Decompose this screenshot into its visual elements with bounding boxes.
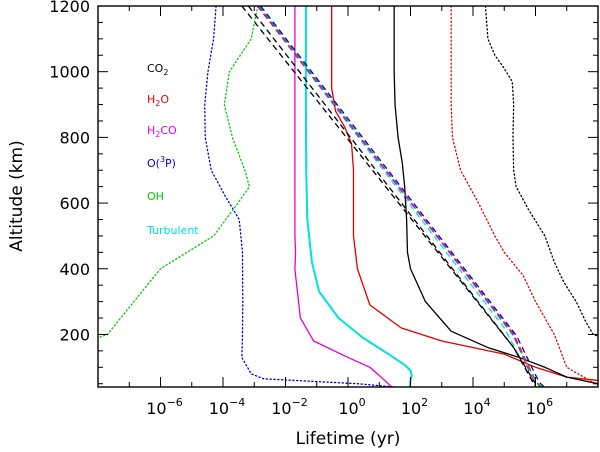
x-tick-mantissa: 10 [271, 399, 291, 418]
series-co2-dotted [484, 6, 598, 337]
x-tick-exponent: −2 [292, 396, 308, 409]
x-tick-label: 10−4 [209, 396, 246, 418]
x-tick-mantissa: 10 [401, 399, 421, 418]
x-axis-title: Lifetime (yr) [296, 429, 401, 449]
series-co2-dashed [241, 6, 537, 387]
x-tick-label: 106 [526, 396, 553, 418]
series-co2 [393, 6, 598, 385]
series-turbulent-diffusion-dashed [257, 6, 537, 387]
x-tick-label: 100 [338, 396, 365, 418]
legend-item-h2o: H2O [147, 93, 169, 108]
legend: CO2 H2O H2CO O(3P) OH Turbulent [146, 62, 199, 237]
legend-item-co2: CO2 [147, 62, 168, 77]
series-oh [98, 6, 259, 339]
series-h2o-dotted [450, 6, 598, 387]
y-axis-title: Altitude (km) [7, 140, 27, 252]
y-tick-label: 1000 [49, 63, 90, 82]
x-tick-label: 102 [401, 396, 428, 418]
series-co2-diffusion [247, 6, 537, 385]
x-tick-exponent: 0 [359, 396, 366, 409]
x-tick-exponent: 2 [421, 396, 428, 409]
x-tick-mantissa: 10 [463, 399, 483, 418]
legend-item-h2co: H2CO [147, 124, 177, 139]
series-layer [98, 6, 598, 387]
series-turbulent [304, 6, 413, 387]
x-tick-label: 10−2 [271, 396, 308, 418]
y-tick-label: 1200 [49, 0, 90, 16]
tick-labels: 10−6 10−4 10−2 100 102 104 1062004006008001000… [49, 0, 553, 418]
x-tick-mantissa: 10 [338, 399, 358, 418]
x-tick-mantissa: 10 [146, 399, 166, 418]
y-tick-label: 600 [59, 194, 90, 213]
y-tick-label: 800 [59, 128, 90, 147]
x-tick-exponent: −4 [229, 396, 245, 409]
y-tick-label: 200 [59, 325, 90, 344]
y-tick-label: 400 [59, 260, 90, 279]
x-tick-exponent: −6 [167, 396, 183, 409]
series-h2o [331, 6, 598, 382]
series-oh-diffusion [258, 6, 543, 387]
x-tick-mantissa: 10 [209, 399, 229, 418]
plot-frame [97, 5, 599, 388]
x-tick-label: 104 [463, 396, 490, 418]
x-tick-label: 10−6 [146, 396, 183, 418]
series-h2co [294, 6, 393, 387]
x-tick-exponent: 6 [546, 396, 553, 409]
ticks-layer [97, 5, 599, 387]
series-h2o-diffusion [257, 6, 541, 387]
legend-item-oh: OH [147, 190, 164, 203]
x-tick-exponent: 4 [484, 396, 491, 409]
series-o-3p-diffusion [260, 6, 545, 387]
x-tick-mantissa: 10 [526, 399, 546, 418]
legend-item-turbulent: Turbulent [146, 224, 199, 237]
series-h2co-diffusion [256, 6, 537, 386]
series-o-3p [204, 6, 395, 387]
legend-item-o-p: O(3P) [147, 155, 176, 170]
